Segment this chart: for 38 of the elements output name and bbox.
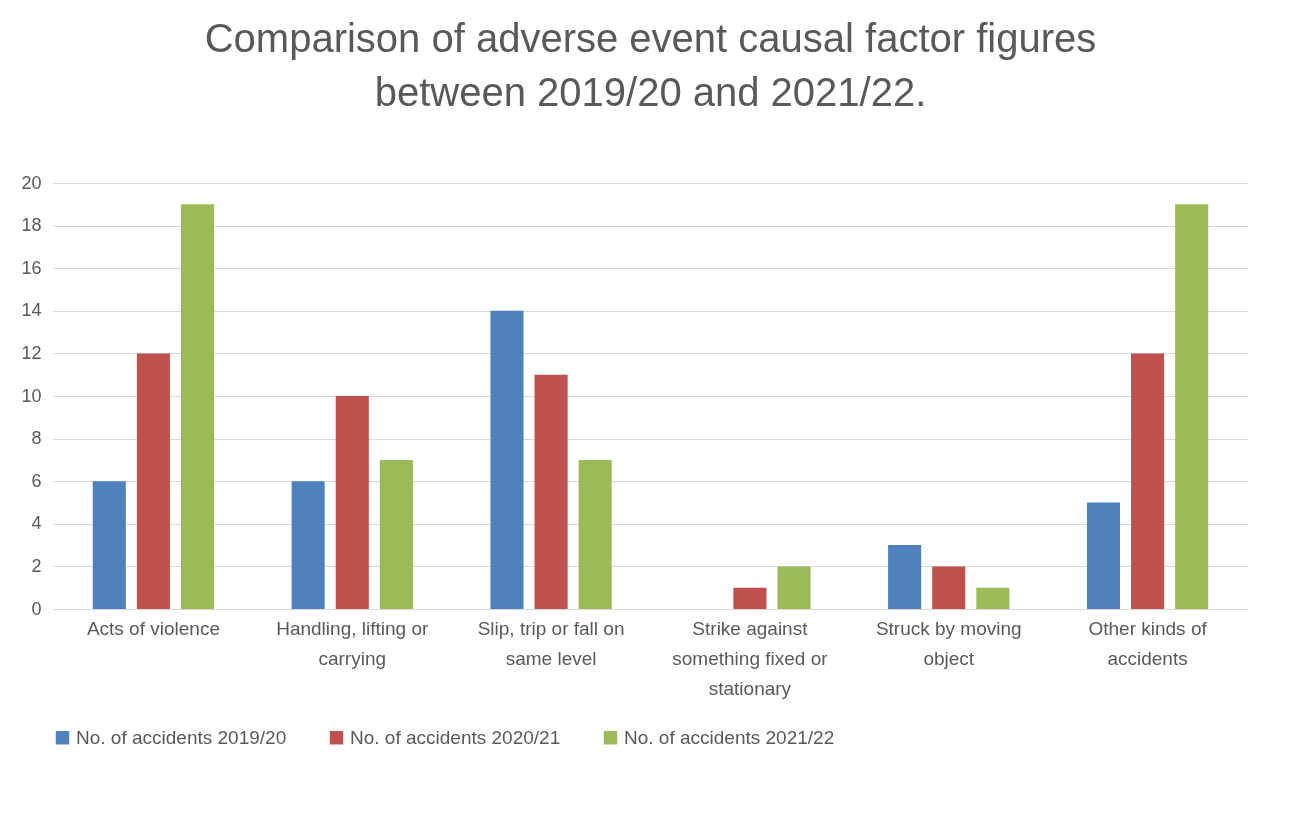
bar [379,459,413,609]
y-tick-label: 12 [21,342,42,363]
bar [180,204,215,609]
bar [136,353,170,609]
bar [733,587,767,609]
y-tick-label: 14 [21,300,42,321]
y-tick-label: 4 [31,513,42,534]
chart-title: Comparison of adverse event causal factor figures between 2019/20 and 2021/22. [204,16,1097,114]
x-tick-label: Other kinds of accidents [1088,617,1208,669]
legend-label: No. of accidents 2021/22 [624,726,835,748]
x-tick-label: Strike against something fixed or stationary [672,617,829,699]
bar [291,481,325,609]
bar [777,566,811,609]
bar [335,396,369,609]
bar [1175,204,1209,609]
y-tick-label: 18 [21,215,42,236]
bar [578,459,612,609]
legend-label: No. of accidents 2020/21 [350,726,561,748]
bar [888,545,922,609]
bar [932,566,966,609]
x-tick-label: Acts of violence [86,617,220,639]
x-tick-label: Handling, lifting or carrying [276,617,429,669]
legend-label: No. of accidents 2019/20 [76,726,287,748]
y-tick-label: 2 [31,555,42,576]
bar [534,374,568,609]
x-tick-label: Struck by moving object [875,617,1022,669]
bar [1086,502,1121,609]
y-tick-label: 10 [21,385,42,406]
bar [490,310,524,609]
y-tick-label: 20 [21,172,42,193]
bar [1131,353,1165,609]
y-tick-label: 16 [21,257,42,278]
y-tick-label: 8 [31,428,42,449]
x-tick-label: Slip, trip or fall on same level [477,617,625,669]
y-tick-label: 0 [31,598,42,619]
bar [976,587,1010,609]
bar [92,481,126,609]
y-tick-label: 6 [31,470,42,491]
